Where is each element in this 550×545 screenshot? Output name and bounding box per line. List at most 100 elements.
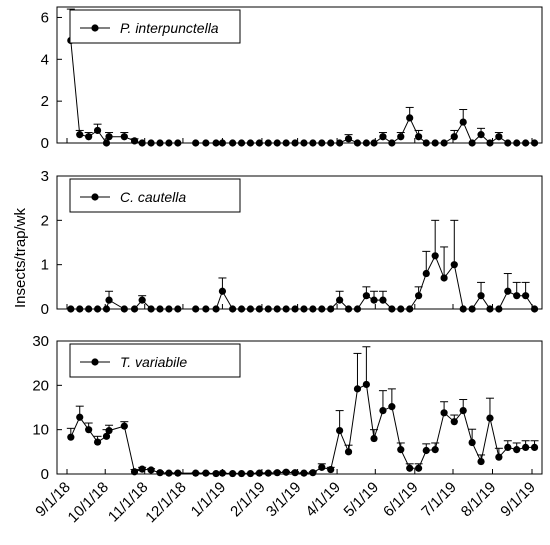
data-point [522, 139, 530, 147]
data-point [440, 139, 448, 147]
data-point [344, 448, 353, 456]
data-point [477, 292, 485, 300]
plot-frame [56, 340, 543, 475]
data-point [440, 409, 448, 417]
data-point [264, 139, 272, 147]
data-point [397, 133, 405, 141]
y-tick-label: 2 [41, 212, 49, 229]
data-point [147, 466, 155, 474]
data-point [165, 305, 173, 313]
data-point [165, 469, 173, 477]
data-point [336, 139, 344, 147]
data-point [282, 468, 290, 476]
data-point [336, 296, 344, 304]
series-line [70, 383, 535, 475]
data-point [468, 305, 476, 313]
data-point [504, 139, 512, 147]
data-point [353, 305, 362, 313]
y-tick-label: 3 [41, 168, 49, 185]
data-point [530, 139, 539, 147]
data-point [93, 438, 102, 446]
data-point [495, 133, 503, 141]
data-point [450, 418, 458, 426]
data-point [237, 469, 246, 478]
legend-label: T. variabile [120, 354, 187, 370]
data-point [102, 305, 111, 313]
data-point [291, 469, 299, 477]
data-point [379, 133, 387, 141]
data-point [388, 305, 396, 313]
data-point [415, 292, 423, 300]
data-point [522, 292, 530, 300]
data-point [300, 305, 308, 313]
data-point [486, 139, 494, 147]
x-tick-label: 12/1/18 [142, 479, 189, 526]
x-tick-label: 8/1/19 [458, 479, 500, 521]
data-point [130, 305, 139, 313]
data-point [291, 139, 299, 147]
data-point [67, 433, 75, 441]
data-point [264, 469, 272, 477]
data-point [105, 133, 113, 141]
data-point [450, 261, 458, 269]
data-point [370, 296, 378, 304]
data-point [264, 305, 272, 313]
data-point [370, 434, 378, 443]
x-tick-label: 3/1/19 [263, 479, 305, 521]
data-point [273, 139, 281, 147]
data-point [67, 305, 75, 313]
x-tick-label: 1/1/19 [188, 479, 230, 521]
data-point [422, 446, 430, 455]
x-tick-label: 6/1/19 [380, 479, 422, 521]
data-point [212, 305, 220, 313]
data-point [147, 305, 155, 313]
x-tick-label: 9/1/19 [497, 479, 539, 521]
data-point [192, 469, 200, 477]
data-point [362, 292, 370, 300]
data-point [85, 133, 93, 141]
data-point [202, 139, 210, 147]
data-point [229, 469, 237, 478]
x-tick-label: 7/1/19 [418, 479, 460, 521]
y-tick-label: 1 [41, 257, 49, 274]
data-point [522, 443, 530, 451]
data-point [486, 414, 494, 422]
y-tick-label: 0 [41, 466, 49, 483]
data-point [85, 426, 93, 434]
data-point [255, 139, 263, 147]
y-axis-label: Insects/trap/wk [12, 207, 29, 308]
data-point [174, 139, 182, 147]
data-point [513, 446, 521, 454]
data-point [459, 407, 467, 415]
data-point [530, 305, 539, 313]
data-point [105, 296, 113, 304]
data-point [415, 464, 423, 472]
data-point [397, 446, 405, 454]
data-point [202, 469, 210, 477]
data-point [397, 305, 405, 313]
data-point [336, 426, 344, 435]
data-point [300, 469, 308, 477]
legend-marker [91, 24, 99, 32]
y-tick-label: 20 [32, 377, 49, 394]
data-point [218, 139, 227, 147]
y-tick-label: 4 [41, 51, 49, 68]
data-point [156, 139, 164, 147]
data-point [105, 426, 113, 435]
data-point [255, 305, 263, 313]
y-tick-label: 0 [41, 301, 49, 318]
data-point [237, 139, 246, 147]
data-point [450, 133, 458, 141]
series-line [70, 254, 535, 310]
data-point [513, 292, 521, 300]
data-point [513, 139, 521, 147]
data-point [318, 139, 326, 147]
data-point [344, 305, 353, 313]
data-point [406, 464, 414, 472]
panel-1: 0 2 4 6 P. interpunctella [41, 6, 543, 152]
data-point [130, 137, 139, 145]
data-point [273, 469, 281, 477]
data-point [218, 469, 227, 477]
data-point [468, 139, 476, 147]
